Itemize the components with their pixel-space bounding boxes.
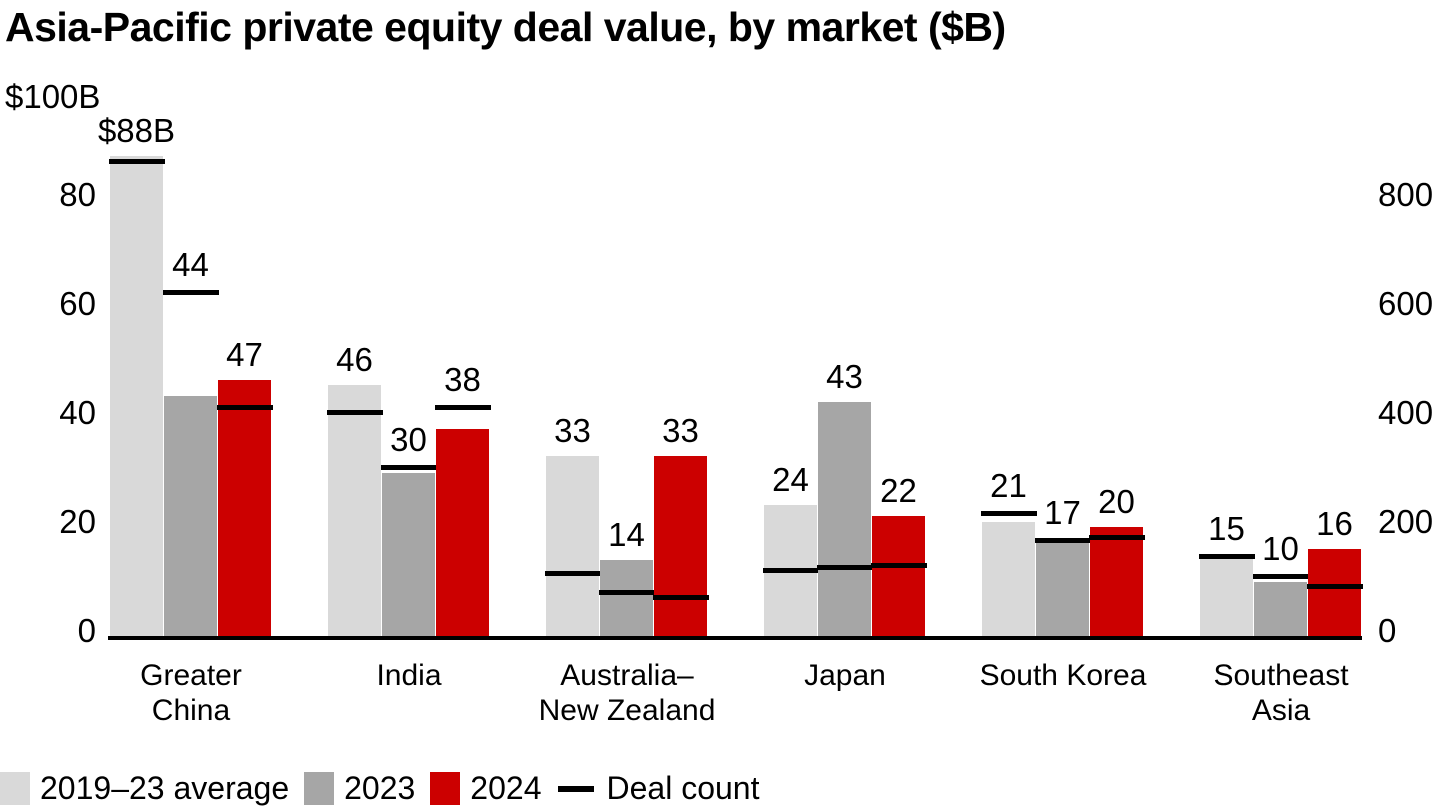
deal-count-marker [1035, 538, 1091, 544]
bar-value-label: 20 [1098, 483, 1135, 520]
category-label-5: South Korea [979, 659, 1147, 692]
right-axis-tick-0: 0 [1378, 612, 1397, 649]
deal-count-marker [1253, 573, 1309, 579]
category-label-1: Greater China [140, 659, 242, 727]
bar-2023-market-4 [818, 401, 871, 636]
right-axis-tick-400: 400 [1378, 394, 1434, 431]
category-label-3: Australia– New Zealand [538, 659, 716, 727]
bar-value-label: 43 [826, 357, 863, 395]
deal-count-marker [1089, 535, 1145, 541]
bar-value-label: 24 [772, 461, 809, 499]
legend-swatch-2019-23-average-icon [0, 772, 30, 805]
left-axis-tick-60: 60 [59, 285, 96, 322]
bar-value-label: 33 [554, 412, 591, 450]
bar-value-label: 21 [990, 466, 1027, 504]
legend-label-2024: 2024 [470, 770, 542, 806]
deal-count-marker [981, 510, 1037, 516]
left-axis-tick-40: 40 [59, 394, 96, 431]
legend-label-2023: 2023 [344, 770, 416, 806]
deal-count-marker [381, 464, 437, 470]
deal-count-marker [653, 595, 709, 601]
deal-count-marker [599, 589, 655, 595]
right-axis-tick-200: 200 [1378, 503, 1434, 540]
deal-count-marker [163, 290, 219, 296]
bar-value-label: 10 [1262, 529, 1299, 567]
deal-count-marker [871, 562, 927, 568]
right-axis-tick-800: 800 [1378, 176, 1434, 213]
legend-label-deal-count: Deal count [606, 770, 760, 806]
bar-value-label: 22 [880, 472, 917, 510]
bar-2019-23-average-market-6 [1200, 554, 1253, 636]
right-axis-tick-600: 600 [1378, 285, 1434, 322]
deal-count-marker [817, 565, 873, 571]
bar-2019-23-average-market-2 [328, 385, 381, 636]
legend-label-2019-23-average: 2019–23 average [40, 770, 290, 806]
bar-2023-market-2 [382, 472, 435, 636]
left-axis-tick-0: 0 [77, 612, 96, 649]
legend: 2019–23 average 2023 2024 Deal count [0, 770, 759, 807]
bar-value-label: $88B [97, 112, 176, 150]
bar-2024-market-5 [1090, 527, 1143, 636]
bar-2019-23-average-market-5 [982, 521, 1035, 636]
deal-count-marker [435, 404, 491, 410]
left-axis-top-label: $100B [5, 78, 101, 115]
legend-item-2019-23-average: 2019–23 average [0, 770, 289, 807]
bar-2024-market-1 [218, 379, 271, 636]
deal-count-marker [763, 568, 819, 574]
deal-count-dash-icon [558, 785, 595, 792]
bar-value-label: 16 [1316, 504, 1353, 542]
legend-item-deal-count: Deal count [556, 770, 759, 807]
deal-count-marker [1199, 554, 1255, 560]
bar-2024-market-4 [872, 516, 925, 636]
bar-2023-market-1 [164, 396, 217, 636]
bar-value-label: 38 [444, 360, 481, 398]
chart-title: Asia-Pacific private equity deal value, … [5, 4, 1006, 50]
bar-2023-market-5 [1036, 543, 1089, 636]
bar-2024-market-3 [654, 456, 707, 636]
bar-2019-23-average-market-3 [546, 456, 599, 636]
left-axis-tick-80: 80 [59, 176, 96, 213]
deal-count-marker [545, 570, 601, 576]
category-label-2: India [376, 659, 442, 692]
bar-value-label: 47 [226, 335, 263, 373]
legend-item-2024: 2024 [430, 770, 541, 807]
bar-2023-market-3 [600, 559, 653, 636]
bar-value-label: 17 [1044, 494, 1081, 532]
deal-count-marker [327, 410, 383, 416]
bar-value-label: 46 [336, 341, 373, 379]
bar-value-label: 15 [1208, 510, 1245, 548]
legend-item-2023: 2023 [304, 770, 415, 807]
deal-count-marker [109, 159, 165, 165]
category-label-6: Southeast Asia [1213, 659, 1349, 727]
bar-value-label: 30 [390, 420, 427, 458]
bar-2024-market-2 [436, 428, 489, 636]
category-label-4: Japan [804, 659, 886, 692]
bar-2024-market-6 [1308, 548, 1361, 636]
legend-swatch-2023-icon [304, 772, 335, 805]
deal-count-marker [1307, 584, 1363, 590]
bar-value-label: 14 [608, 515, 645, 553]
deal-count-marker [217, 404, 273, 410]
legend-swatch-2024-icon [430, 772, 461, 805]
bar-2023-market-6 [1254, 581, 1307, 636]
x-axis-line [108, 636, 1362, 640]
bar-2019-23-average-market-1 [110, 156, 163, 636]
bar-value-label: 44 [172, 246, 209, 284]
left-axis-tick-20: 20 [59, 503, 96, 540]
bar-value-label: 33 [662, 412, 699, 450]
